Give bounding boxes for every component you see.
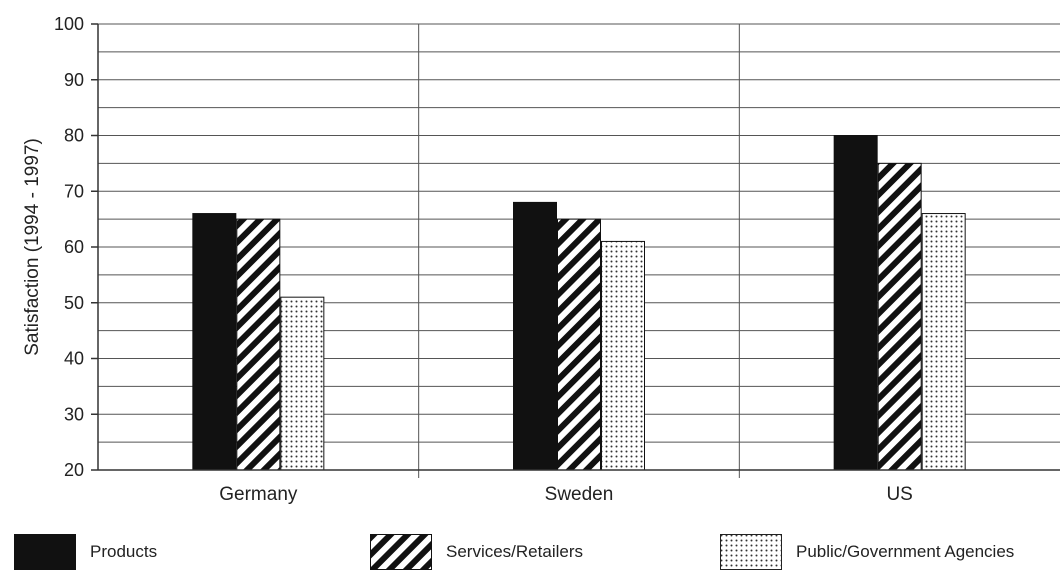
legend-label-services: Services/Retailers xyxy=(446,542,583,561)
bar-us-public-government-agencies xyxy=(921,213,966,471)
bars xyxy=(192,135,966,471)
bar-us-products xyxy=(833,135,878,471)
bar-chart: 20 30 40 50 60 70 80 90 100 Germany Sweden US Satis… xyxy=(22,14,1060,505)
y-axis-label: Satisfaction (1994 - 1997) xyxy=(22,138,43,356)
legend: Products Services/Retailers Public/Gover… xyxy=(0,534,1060,574)
bar-germany-services-retailers xyxy=(236,218,281,471)
bar-sweden-products xyxy=(513,201,557,471)
legend-item-products: Products xyxy=(14,534,157,570)
legend-swatch-public xyxy=(720,534,782,570)
y-tick-label: 40 xyxy=(64,349,84,369)
legend-label-products: Products xyxy=(90,542,158,561)
bar-sweden-services-retailers xyxy=(557,218,601,471)
bar-sweden-public-government-agencies xyxy=(601,240,645,471)
legend-swatch-products xyxy=(14,534,76,570)
y-tick-label: 80 xyxy=(64,126,84,146)
x-category-label: Germany xyxy=(219,484,298,505)
bar-germany-public-government-agencies xyxy=(280,296,325,471)
axes: 20 30 40 50 60 70 80 90 100 Germany Sweden US xyxy=(54,14,1060,505)
legend-label-public: Public/Government Agencies xyxy=(796,542,1015,561)
y-tick-label: 90 xyxy=(64,70,84,90)
y-tick-label: 70 xyxy=(64,181,84,201)
y-tick-label: 100 xyxy=(54,14,84,34)
x-category-label: US xyxy=(886,484,912,505)
y-tick-label: 30 xyxy=(64,404,84,424)
legend-swatch-services xyxy=(370,534,432,570)
y-tick-label: 20 xyxy=(64,460,84,480)
y-tick-label: 50 xyxy=(64,293,84,313)
x-category-label: Sweden xyxy=(545,484,614,505)
legend-item-services: Services/Retailers xyxy=(370,534,583,570)
bar-germany-products xyxy=(192,213,237,471)
bar-us-services-retailers xyxy=(877,162,922,471)
legend-item-public: Public/Government Agencies xyxy=(720,534,1014,570)
y-tick-label: 60 xyxy=(64,237,84,257)
